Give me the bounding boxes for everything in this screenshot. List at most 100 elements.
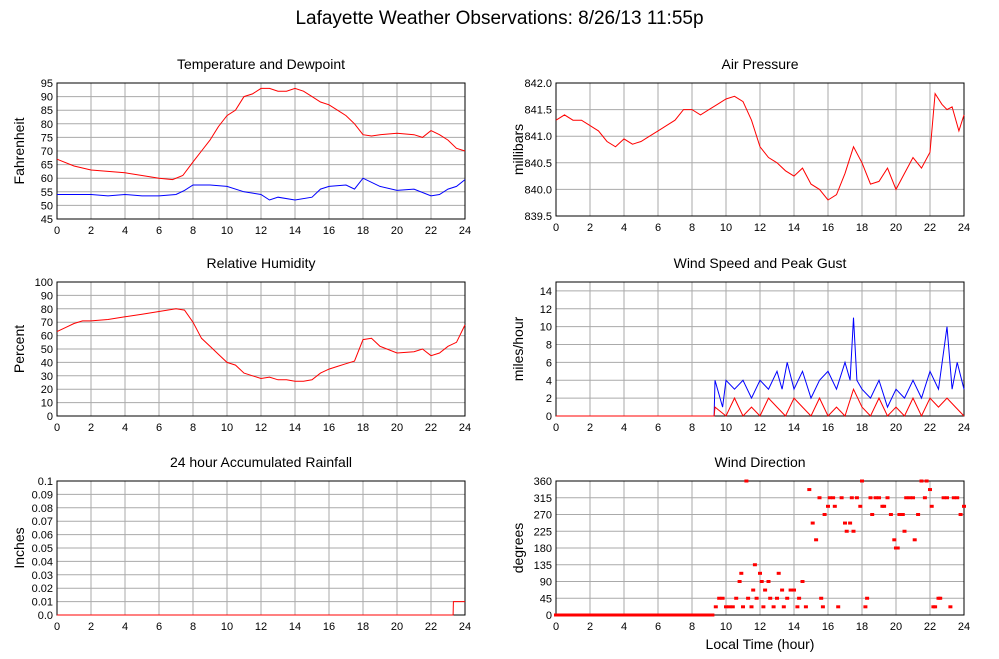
x-tick-label: 12 bbox=[754, 621, 766, 633]
chart-direction: 0 2 4 6 8 10 12 14 16 18 20 22 240459013518022527031… bbox=[510, 454, 970, 652]
direction-point bbox=[744, 479, 749, 483]
x-tick-label: 6 bbox=[156, 422, 162, 434]
y-tick-label: 841.0 bbox=[524, 131, 552, 143]
direction-point bbox=[560, 613, 565, 617]
direction-point bbox=[730, 605, 735, 609]
direction-point bbox=[656, 613, 660, 617]
direction-point bbox=[863, 605, 868, 609]
y-tick-label: 315 bbox=[534, 493, 552, 505]
y-tick-label: 10 bbox=[540, 322, 552, 334]
series-line-1 bbox=[556, 317, 965, 417]
direction-point bbox=[752, 563, 757, 567]
x-tick-label: 20 bbox=[391, 422, 403, 434]
x-axis-label: Local Time (hour) bbox=[706, 636, 815, 652]
y-tick-label: 842.0 bbox=[524, 78, 552, 90]
y-tick-label: 70 bbox=[41, 146, 53, 158]
y-tick-label: 270 bbox=[534, 510, 552, 522]
x-tick-label: 18 bbox=[856, 222, 868, 234]
direction-point bbox=[564, 613, 569, 617]
direction-point bbox=[868, 496, 873, 500]
direction-point bbox=[792, 588, 796, 592]
direction-point bbox=[659, 613, 664, 617]
x-tick-label: 22 bbox=[425, 621, 437, 633]
direction-point bbox=[717, 596, 722, 600]
series-line-1 bbox=[57, 601, 465, 616]
x-tick-label: 10 bbox=[221, 225, 233, 237]
direction-point bbox=[822, 513, 827, 516]
y-tick-label: 50 bbox=[41, 200, 53, 212]
direction-point bbox=[928, 488, 932, 492]
direction-point bbox=[690, 613, 694, 617]
direction-point bbox=[885, 496, 890, 500]
direction-point bbox=[591, 613, 596, 617]
series-line-1 bbox=[56, 87, 466, 181]
x-tick-label: 24 bbox=[958, 422, 970, 434]
direction-point bbox=[820, 605, 825, 609]
y-tick-label: 0 bbox=[47, 411, 53, 423]
direction-point bbox=[746, 596, 751, 600]
direction-point bbox=[945, 496, 949, 500]
x-tick-label: 22 bbox=[924, 621, 936, 633]
y-tick-label: 0.1 bbox=[38, 476, 53, 488]
direction-point bbox=[594, 613, 599, 617]
direction-point bbox=[938, 596, 943, 600]
direction-point bbox=[771, 605, 776, 609]
x-tick-label: 0 bbox=[54, 225, 60, 237]
y-tick-label: 50 bbox=[41, 344, 53, 356]
y-tick-label: 65 bbox=[41, 160, 53, 172]
direction-point bbox=[832, 504, 837, 508]
x-tick-label: 2 bbox=[88, 621, 94, 633]
y-tick-label: 0.0 bbox=[38, 610, 53, 622]
direction-point bbox=[693, 613, 698, 617]
y-tick-label: 10 bbox=[41, 398, 53, 410]
x-tick-label: 4 bbox=[122, 225, 128, 237]
series-line-2 bbox=[57, 177, 466, 201]
direction-point bbox=[713, 605, 718, 609]
direction-point bbox=[955, 496, 960, 500]
x-tick-label: 16 bbox=[822, 621, 834, 633]
y-tick-label: 135 bbox=[534, 560, 552, 572]
y-tick-label: 8 bbox=[546, 340, 552, 352]
direction-point bbox=[907, 496, 912, 500]
direction-point bbox=[904, 496, 909, 500]
x-tick-label: 16 bbox=[323, 225, 335, 237]
x-tick-label: 20 bbox=[890, 422, 902, 434]
x-tick-label: 6 bbox=[655, 422, 661, 434]
x-tick-label: 6 bbox=[156, 621, 162, 633]
x-tick-label: 22 bbox=[425, 422, 437, 434]
direction-point bbox=[912, 538, 917, 542]
x-tick-label: 0 bbox=[54, 621, 60, 633]
y-tick-label: 60 bbox=[41, 173, 53, 185]
y-tick-label: 0.02 bbox=[32, 583, 53, 595]
y-tick-label: 100 bbox=[35, 277, 53, 289]
y-tick-label: 14 bbox=[540, 286, 552, 298]
x-tick-label: 14 bbox=[289, 225, 301, 237]
chart-title: 24 hour Accumulated Rainfall bbox=[170, 454, 352, 470]
chart-title: Wind Speed and Peak Gust bbox=[674, 255, 847, 271]
direction-point bbox=[916, 513, 921, 516]
plot-frame bbox=[555, 480, 965, 616]
direction-point bbox=[615, 613, 620, 617]
direction-point bbox=[929, 504, 934, 508]
direction-point bbox=[962, 504, 966, 508]
x-tick-label: 8 bbox=[689, 621, 695, 633]
direction-point bbox=[557, 613, 562, 617]
direction-point bbox=[951, 496, 956, 500]
direction-point bbox=[897, 513, 902, 516]
y-axis-label: millibars bbox=[510, 124, 526, 175]
y-tick-label: 90 bbox=[540, 577, 552, 589]
y-axis-label: Fahrenheit bbox=[11, 117, 27, 184]
direction-point bbox=[758, 571, 762, 575]
direction-point bbox=[795, 605, 800, 609]
x-tick-label: 14 bbox=[788, 222, 800, 234]
direction-point bbox=[727, 605, 732, 609]
direction-point bbox=[720, 596, 725, 600]
y-tick-label: 85 bbox=[41, 105, 53, 117]
direction-point bbox=[810, 521, 815, 525]
chart-temp: 0 2 4 6 8 10 12 14 16 18 20 22 244550556065707580859… bbox=[11, 56, 471, 237]
y-tick-label: 2 bbox=[546, 393, 552, 405]
direction-point bbox=[618, 613, 623, 617]
y-tick-label: 80 bbox=[41, 119, 53, 131]
y-tick-label: 30 bbox=[41, 371, 53, 383]
